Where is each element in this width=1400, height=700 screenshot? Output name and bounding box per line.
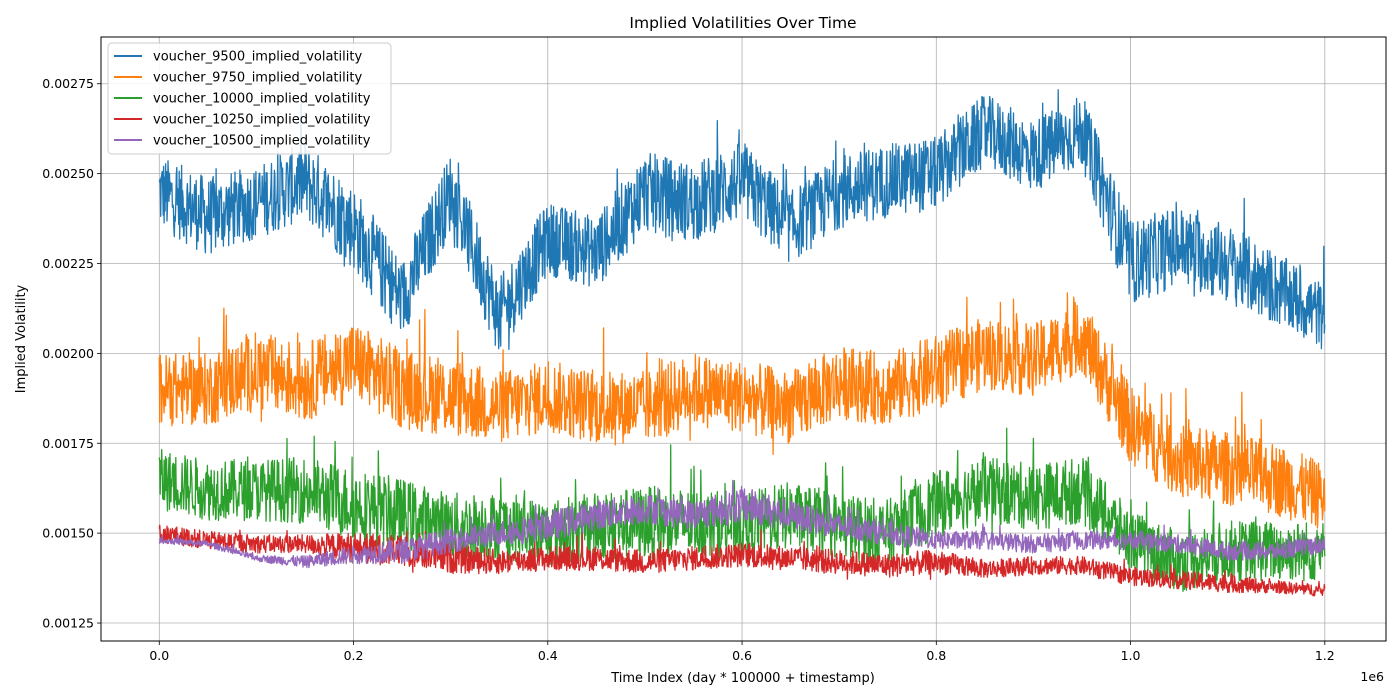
x-tick-label: 1.2	[1315, 648, 1335, 663]
legend-label: voucher_10250_implied_volatility	[153, 113, 371, 128]
x-tick-label: 0.8	[926, 648, 946, 663]
x-tick-label: 1.0	[1121, 648, 1141, 663]
y-tick-label: 0.00250	[42, 166, 94, 181]
legend-label: voucher_10500_implied_volatility	[153, 134, 371, 149]
series-line	[158, 89, 1326, 351]
y-tick-label: 0.00150	[42, 526, 94, 541]
x-axis-title: Time Index (day * 100000 + timestamp)	[610, 671, 875, 686]
y-tick-label: 0.00275	[42, 76, 94, 91]
x-tick-label: 0.4	[538, 648, 558, 663]
series-line	[158, 479, 1326, 569]
legend-label: voucher_9500_implied_volatility	[153, 50, 362, 65]
legend-box	[107, 42, 392, 155]
plot-frame	[100, 36, 1387, 642]
x-axis-offset-label: 1e6	[1360, 669, 1384, 684]
y-tick-label: 0.00200	[42, 346, 94, 361]
legend: voucher_9500_implied_volatility voucher_9…	[107, 42, 392, 155]
x-axis-ticks: 0.0 0.2 0.4 0.6 0.8 1.0 1.2	[149, 641, 1335, 663]
y-tick-label: 0.00225	[42, 256, 94, 271]
x-tick-label: 0.0	[149, 648, 169, 663]
y-tick-label: 0.00125	[42, 616, 94, 631]
series-line	[158, 427, 1326, 592]
legend-label: voucher_9750_implied_volatility	[153, 71, 362, 86]
series-layer	[158, 89, 1326, 597]
y-tick-label: 0.00175	[42, 436, 94, 451]
legend-label: voucher_10000_implied_volatility	[153, 92, 371, 107]
y-axis-title: Implied Volatility	[14, 284, 29, 393]
x-tick-label: 0.6	[732, 648, 752, 663]
y-axis-ticks: 0.00125 0.00150 0.00175 0.00200 0.00225 0.002…	[42, 76, 101, 631]
series-line	[158, 292, 1326, 529]
x-tick-label: 0.2	[344, 648, 364, 663]
chart-title: Implied Volatilities Over Time	[629, 14, 856, 32]
